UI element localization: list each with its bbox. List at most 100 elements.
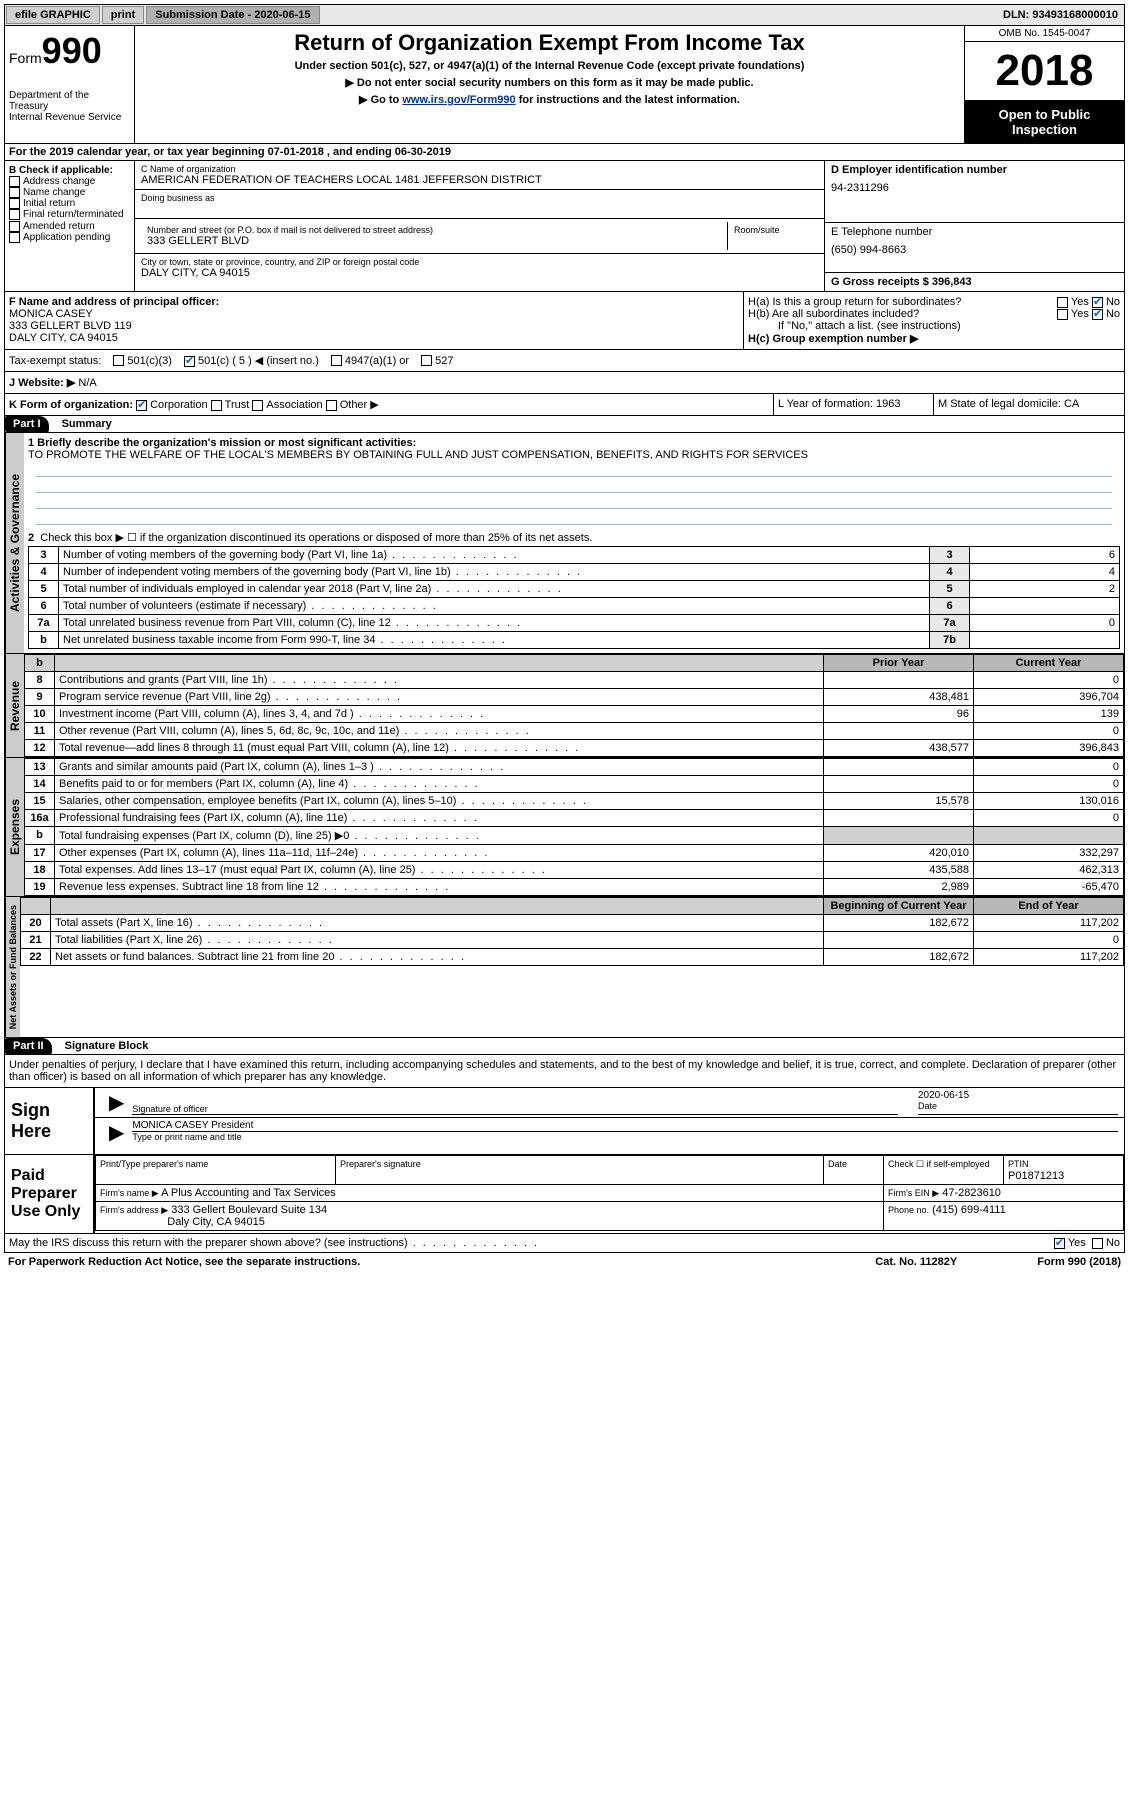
subtitle-3: Go to www.irs.gov/Form990 for instructio…: [143, 93, 956, 106]
col-current-year: Current Year: [974, 655, 1124, 672]
prior-year-val: [824, 810, 974, 827]
city-label: City or town, state or province, country…: [141, 257, 818, 267]
chk-trust[interactable]: Trust: [211, 399, 250, 411]
prior-year-val: [824, 776, 974, 793]
prior-year-val: [824, 723, 974, 740]
expenses-table: 13 Grants and similar amounts paid (Part…: [24, 758, 1124, 896]
efile-button[interactable]: efile GRAPHIC: [6, 6, 100, 24]
paperwork-notice: For Paperwork Reduction Act Notice, see …: [8, 1256, 875, 1268]
print-button[interactable]: print: [102, 6, 144, 24]
form-footer: Form 990 (2018): [1037, 1256, 1121, 1268]
declaration-text: Under penalties of perjury, I declare th…: [4, 1055, 1125, 1088]
hc-label: H(c) Group exemption number ▶: [748, 332, 1120, 345]
hb-note: If "No," attach a list. (see instruction…: [748, 320, 1120, 332]
room-label: Room/suite: [734, 225, 812, 235]
tab-expenses: Expenses: [5, 758, 24, 896]
part1-tab: Part I: [5, 416, 49, 432]
column-b: B Check if applicable: Address change Na…: [5, 161, 135, 291]
revenue-table: bPrior YearCurrent Year 8 Contributions …: [24, 654, 1124, 757]
line-num: 7a: [29, 615, 59, 632]
current-year-val: 332,297: [974, 845, 1124, 862]
discuss-yesno: Yes No: [1054, 1237, 1120, 1249]
line-box: 3: [930, 547, 970, 564]
activities-table: 3 Number of voting members of the govern…: [28, 546, 1120, 649]
name-title-label: Type or print name and title: [132, 1132, 1118, 1142]
ptin-value: P01871213: [1008, 1170, 1064, 1182]
chk-4947[interactable]: 4947(a)(1) or: [331, 355, 409, 367]
form-title: Return of Organization Exempt From Incom…: [143, 30, 956, 56]
website-row: J Website: ▶ N/A: [4, 372, 1125, 394]
line-desc: Number of voting members of the governin…: [59, 547, 930, 564]
prior-year-val: 182,672: [824, 915, 974, 932]
line-desc: Total number of individuals employed in …: [59, 581, 930, 598]
line-num: 9: [25, 689, 55, 706]
line-num: 6: [29, 598, 59, 615]
website-label: J Website: ▶: [9, 377, 75, 389]
chk-association[interactable]: Association: [252, 399, 322, 411]
current-year-val: 117,202: [974, 949, 1124, 966]
current-year-val: 0: [974, 932, 1124, 949]
sig-date-label: Date: [918, 1101, 1118, 1111]
sig-arrow-icon: ▶: [101, 1090, 132, 1115]
chk-501c[interactable]: 501(c) ( 5 ) ◀ (insert no.): [184, 354, 319, 367]
discuss-row: May the IRS discuss this return with the…: [4, 1234, 1125, 1253]
line-desc: Total number of volunteers (estimate if …: [59, 598, 930, 615]
telephone-value: (650) 994-8663: [831, 244, 1118, 256]
tax-year: 2018: [965, 42, 1124, 101]
chk-final-return[interactable]: Final return/terminated: [9, 209, 130, 220]
ha-yesno: Yes No: [1057, 296, 1120, 308]
chk-corporation[interactable]: Corporation: [136, 399, 207, 411]
chk-application-pending[interactable]: Application pending: [9, 232, 130, 243]
firm-addr-label: Firm's address ▶: [100, 1205, 168, 1215]
chk-527[interactable]: 527: [421, 355, 453, 367]
sign-here-label: Sign Here: [5, 1088, 95, 1154]
line-value: 2: [970, 581, 1120, 598]
q1-answer: TO PROMOTE THE WELFARE OF THE LOCAL'S ME…: [28, 449, 1120, 461]
subtitle-2: Do not enter social security numbers on …: [143, 76, 956, 89]
form-number: Form990: [9, 30, 130, 72]
chk-other[interactable]: Other ▶: [326, 399, 379, 411]
line-num: 5: [29, 581, 59, 598]
phone-value: (415) 699-4111: [932, 1204, 1006, 1216]
gross-receipts: G Gross receipts $ 396,843: [831, 276, 1118, 288]
line-desc: Total liabilities (Part X, line 26): [51, 932, 824, 949]
form-990-number: 990: [42, 30, 102, 71]
paid-preparer-block: Paid Preparer Use Only Print/Type prepar…: [4, 1155, 1125, 1234]
current-year-val: 396,704: [974, 689, 1124, 706]
chk-amended-return[interactable]: Amended return: [9, 221, 130, 232]
line-num: b: [25, 827, 55, 845]
officer-name: MONICA CASEY: [9, 308, 739, 320]
col-end-year: End of Year: [974, 898, 1124, 915]
chk-initial-return[interactable]: Initial return: [9, 198, 130, 209]
pp-name-label: Print/Type preparer's name: [100, 1159, 208, 1169]
firm-name-label: Firm's name ▶: [100, 1188, 159, 1198]
chk-address-change[interactable]: Address change: [9, 176, 130, 187]
chk-name-change[interactable]: Name change: [9, 187, 130, 198]
dept-treasury: Department of the Treasury: [9, 90, 130, 112]
line-value: 6: [970, 547, 1120, 564]
ha-label: H(a) Is this a group return for subordin…: [748, 296, 961, 308]
line-num: 18: [25, 862, 55, 879]
subtitle-1: Under section 501(c), 527, or 4947(a)(1)…: [143, 60, 956, 72]
line-num: 17: [25, 845, 55, 862]
firm-ein-value: 47-2823610: [942, 1187, 1001, 1199]
submission-date-label: Submission Date - 2020-06-15: [146, 6, 319, 24]
part2-title: Signature Block: [55, 1040, 149, 1052]
line-num: 22: [21, 949, 51, 966]
line-num: 8: [25, 672, 55, 689]
current-year-val: 396,843: [974, 740, 1124, 757]
state-domicile: M State of legal domicile: CA: [934, 394, 1124, 415]
chk-501c3[interactable]: 501(c)(3): [113, 355, 172, 367]
hb-label: H(b) Are all subordinates included?: [748, 308, 919, 320]
dba-label: Doing business as: [141, 193, 818, 203]
current-year-val: 139: [974, 706, 1124, 723]
sig-date-value: 2020-06-15: [918, 1090, 1118, 1101]
irs-label: Internal Revenue Service: [9, 112, 130, 123]
sign-here-block: Sign Here ▶ Signature of officer 2020-06…: [4, 1088, 1125, 1155]
netassets-table: Beginning of Current YearEnd of Year 20 …: [20, 897, 1124, 966]
irs-link[interactable]: www.irs.gov/Form990: [402, 94, 515, 106]
part2-tab: Part II: [5, 1038, 52, 1054]
current-year-val: 0: [974, 759, 1124, 776]
line-num: b: [29, 632, 59, 649]
column-d: D Employer identification number 94-2311…: [824, 161, 1124, 291]
